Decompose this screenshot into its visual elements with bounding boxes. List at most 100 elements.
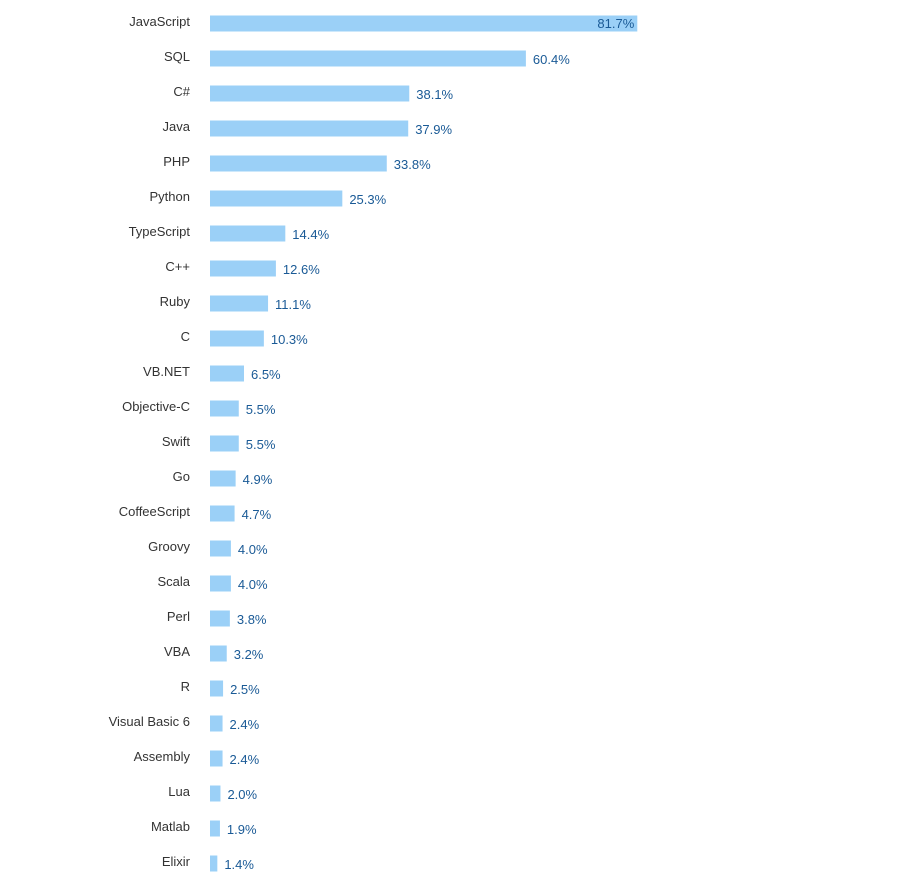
bar-c-plus-plus bbox=[210, 260, 276, 277]
value-label-swift: 5.5% bbox=[246, 437, 276, 452]
category-label-c: C bbox=[181, 329, 190, 344]
value-label-assembly: 2.4% bbox=[230, 752, 260, 767]
value-label-php: 33.8% bbox=[394, 157, 431, 172]
bar-vba bbox=[210, 645, 227, 662]
category-label-c-plus-plus: C++ bbox=[165, 259, 190, 274]
bar-row-typescript: TypeScript 14.4% bbox=[129, 224, 330, 242]
value-label-scala: 4.0% bbox=[238, 577, 268, 592]
bar-r bbox=[210, 680, 224, 697]
bar-row-c: C 10.3% bbox=[181, 329, 309, 347]
category-label-perl: Perl bbox=[167, 609, 190, 624]
value-label-coffeescript: 4.7% bbox=[242, 507, 272, 522]
bar-row-swift: Swift 5.5% bbox=[162, 434, 276, 452]
value-label-matlab: 1.9% bbox=[227, 822, 257, 837]
value-label-groovy: 4.0% bbox=[238, 542, 268, 557]
bar-scala bbox=[210, 575, 231, 592]
bar-row-coffeescript: CoffeeScript 4.7% bbox=[119, 504, 272, 522]
category-label-ruby: Ruby bbox=[160, 294, 191, 309]
bar-row-scala: Scala 4.0% bbox=[157, 574, 268, 592]
bar-swift bbox=[210, 435, 239, 452]
value-label-javascript: 81.7% bbox=[597, 16, 634, 31]
bar-row-matlab: Matlab 1.9% bbox=[151, 819, 257, 837]
bar-row-vb-net: VB.NET 6.5% bbox=[143, 364, 281, 382]
bar-sql bbox=[210, 50, 526, 67]
bars-group: JavaScript 81.7% SQL 60.4% C# 38.1% Java 37.9% P… bbox=[109, 14, 638, 872]
bar-row-javascript: JavaScript 81.7% bbox=[129, 14, 638, 32]
bar-vb-net bbox=[210, 365, 244, 382]
value-label-visual-basic-6: 2.4% bbox=[230, 717, 260, 732]
value-label-elixir: 1.4% bbox=[224, 857, 254, 872]
bar-visual-basic-6 bbox=[210, 715, 223, 732]
bar-matlab bbox=[210, 820, 220, 837]
category-label-go: Go bbox=[173, 469, 190, 484]
category-label-python: Python bbox=[150, 189, 190, 204]
bar-python bbox=[210, 190, 343, 207]
value-label-vba: 3.2% bbox=[234, 647, 264, 662]
value-label-lua: 2.0% bbox=[227, 787, 257, 802]
category-label-typescript: TypeScript bbox=[129, 224, 191, 239]
bar-assembly bbox=[210, 750, 223, 767]
bar-row-c-plus-plus: C++ 12.6% bbox=[165, 259, 320, 277]
category-label-javascript: JavaScript bbox=[129, 14, 190, 29]
category-label-visual-basic-6: Visual Basic 6 bbox=[109, 714, 190, 729]
value-label-c: 10.3% bbox=[271, 332, 308, 347]
bar-go bbox=[210, 470, 236, 487]
category-label-groovy: Groovy bbox=[148, 539, 190, 554]
bar-row-lua: Lua 2.0% bbox=[168, 784, 257, 802]
category-label-vba: VBA bbox=[164, 644, 190, 659]
bar-row-perl: Perl 3.8% bbox=[167, 609, 267, 627]
bar-row-vba: VBA 3.2% bbox=[164, 644, 264, 662]
bar-row-visual-basic-6: Visual Basic 6 2.4% bbox=[109, 714, 260, 732]
category-label-swift: Swift bbox=[162, 434, 191, 449]
bar-c-sharp bbox=[210, 85, 410, 102]
bar-row-ruby: Ruby 11.1% bbox=[160, 294, 312, 312]
category-label-objective-c: Objective-C bbox=[122, 399, 190, 414]
bar-c bbox=[210, 330, 264, 347]
value-label-ruby: 11.1% bbox=[275, 297, 311, 312]
value-label-vb-net: 6.5% bbox=[251, 367, 281, 382]
category-label-r: R bbox=[181, 679, 190, 694]
category-label-java: Java bbox=[163, 119, 191, 134]
bar-typescript bbox=[210, 225, 286, 242]
category-label-php: PHP bbox=[163, 154, 190, 169]
value-label-perl: 3.8% bbox=[237, 612, 267, 627]
category-label-elixir: Elixir bbox=[162, 854, 191, 869]
bar-ruby bbox=[210, 295, 269, 312]
bar-php bbox=[210, 155, 387, 172]
bar-row-objective-c: Objective-C 5.5% bbox=[122, 399, 276, 417]
bar-java bbox=[210, 120, 409, 137]
category-label-vb-net: VB.NET bbox=[143, 364, 190, 379]
category-label-lua: Lua bbox=[168, 784, 190, 799]
bar-row-java: Java 37.9% bbox=[163, 119, 453, 137]
bar-row-sql: SQL 60.4% bbox=[164, 49, 570, 67]
bar-javascript bbox=[210, 15, 638, 32]
category-label-coffeescript: CoffeeScript bbox=[119, 504, 191, 519]
bar-row-r: R 2.5% bbox=[181, 679, 261, 697]
bar-coffeescript bbox=[210, 505, 235, 522]
bar-perl bbox=[210, 610, 230, 627]
value-label-c-sharp: 38.1% bbox=[416, 87, 453, 102]
bar-elixir bbox=[210, 855, 218, 872]
bar-groovy bbox=[210, 540, 231, 557]
category-label-matlab: Matlab bbox=[151, 819, 190, 834]
value-label-r: 2.5% bbox=[230, 682, 260, 697]
value-label-java: 37.9% bbox=[415, 122, 452, 137]
value-label-sql: 60.4% bbox=[533, 52, 570, 67]
value-label-go: 4.9% bbox=[243, 472, 273, 487]
category-label-assembly: Assembly bbox=[134, 749, 191, 764]
category-label-sql: SQL bbox=[164, 49, 190, 64]
bar-row-python: Python 25.3% bbox=[150, 189, 387, 207]
category-label-c-sharp: C# bbox=[173, 84, 190, 99]
bar-row-php: PHP 33.8% bbox=[163, 154, 431, 172]
category-label-scala: Scala bbox=[157, 574, 190, 589]
bar-row-elixir: Elixir 1.4% bbox=[162, 854, 255, 872]
bar-row-c-sharp: C# 38.1% bbox=[173, 84, 453, 102]
bar-row-groovy: Groovy 4.0% bbox=[148, 539, 268, 557]
bar-row-assembly: Assembly 2.4% bbox=[134, 749, 260, 767]
bar-row-go: Go 4.9% bbox=[173, 469, 273, 487]
bar-objective-c bbox=[210, 400, 239, 417]
value-label-typescript: 14.4% bbox=[292, 227, 329, 242]
bar-lua bbox=[210, 785, 221, 802]
